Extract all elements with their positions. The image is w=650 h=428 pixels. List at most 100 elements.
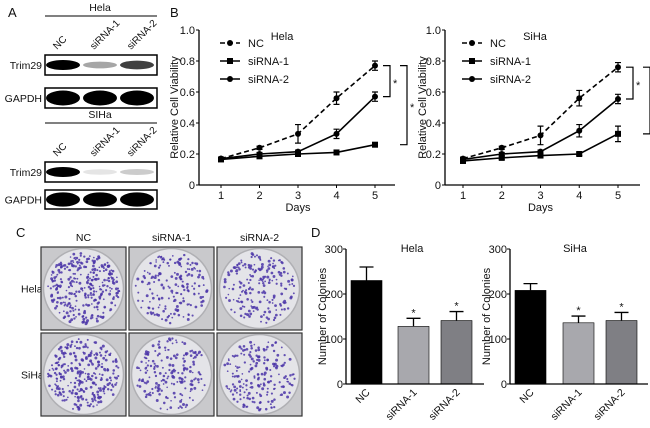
colony [157, 306, 160, 309]
colony [112, 281, 116, 285]
colony [251, 253, 255, 256]
colony [291, 373, 294, 376]
colony [248, 370, 251, 373]
colony [176, 309, 179, 313]
colony [89, 271, 92, 274]
colony [79, 252, 83, 255]
colony [264, 280, 267, 283]
colony [263, 359, 266, 362]
colony [147, 392, 151, 396]
colony [183, 361, 186, 363]
colony [249, 381, 253, 385]
colony [112, 360, 115, 363]
colony [115, 365, 118, 368]
colony [69, 256, 72, 258]
colony [166, 340, 169, 343]
colony [181, 372, 184, 375]
colony [65, 347, 68, 350]
colony [278, 381, 281, 384]
colony [184, 270, 188, 274]
colony [200, 354, 203, 357]
colony [277, 259, 280, 262]
colony [245, 347, 249, 351]
colony [151, 307, 155, 310]
colony [266, 387, 269, 390]
colony [111, 393, 115, 396]
colony [164, 372, 167, 375]
chart-title: Hela [271, 31, 295, 43]
colony [267, 400, 270, 403]
row-label: Hela [21, 284, 43, 296]
colony [72, 407, 74, 410]
blot-band [46, 167, 80, 177]
colony [95, 317, 98, 320]
colony [243, 305, 246, 308]
colony [168, 363, 172, 367]
colony [271, 302, 274, 304]
colony [226, 362, 229, 366]
colony [172, 383, 176, 386]
colony [109, 308, 113, 311]
colony [96, 308, 99, 311]
colony [185, 367, 189, 371]
colony [275, 282, 278, 285]
colony [183, 366, 186, 370]
colony [101, 290, 105, 293]
colony [255, 391, 258, 394]
colony [254, 349, 258, 352]
colony [91, 393, 94, 396]
colony [56, 393, 60, 397]
colony [240, 300, 243, 303]
colony [255, 354, 258, 357]
colony [182, 297, 185, 300]
colony [74, 277, 77, 280]
colony [78, 258, 81, 261]
colony [141, 378, 144, 381]
colony [98, 297, 102, 300]
colony [267, 267, 271, 270]
colony [107, 279, 111, 283]
colony [86, 375, 90, 379]
data-point-siRNA-1 [576, 151, 583, 157]
blot-membrane [44, 54, 158, 76]
colony [69, 352, 73, 356]
colony [173, 298, 177, 302]
colony [136, 366, 139, 370]
colony [177, 407, 180, 409]
x-tick-label: 3 [295, 190, 301, 202]
colony [84, 343, 87, 346]
colony [260, 263, 264, 266]
colony [169, 357, 173, 360]
colony [146, 283, 149, 286]
colony [163, 346, 167, 349]
colony [270, 406, 273, 409]
panel-label-d: D [311, 225, 320, 240]
colony [61, 387, 64, 391]
colony [63, 355, 66, 359]
colony [54, 393, 57, 396]
colony [79, 254, 82, 257]
bar-NC [514, 290, 547, 385]
colony [183, 342, 187, 346]
colony [59, 301, 63, 305]
colony [265, 348, 268, 351]
colony [54, 284, 56, 287]
colony [108, 270, 111, 273]
data-point-siRNA-2 [256, 151, 263, 157]
colony [250, 344, 253, 348]
colony [175, 341, 178, 344]
colony [268, 263, 272, 267]
colony [292, 292, 295, 295]
colony [116, 276, 118, 279]
colony [79, 340, 83, 344]
colony [157, 274, 160, 277]
colony [283, 361, 286, 364]
colony [178, 301, 181, 304]
colony [171, 337, 174, 340]
colony [100, 396, 102, 399]
colony [55, 377, 58, 380]
colony [55, 380, 58, 383]
colony-plate [216, 332, 303, 417]
colony [179, 276, 182, 279]
colony [79, 387, 83, 391]
